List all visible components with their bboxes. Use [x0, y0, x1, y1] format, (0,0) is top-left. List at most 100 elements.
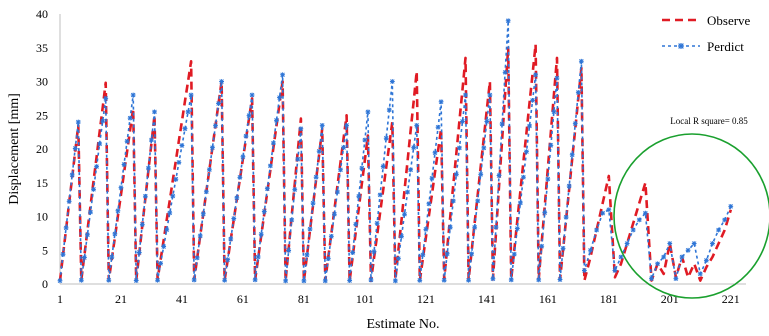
data-point	[374, 220, 380, 226]
data-point	[136, 250, 142, 255]
data-point	[618, 254, 624, 260]
data-point	[191, 277, 197, 283]
data-point	[557, 277, 563, 282]
data-point	[252, 277, 258, 283]
series-observe	[58, 43, 733, 283]
data-point	[277, 95, 282, 100]
data-point	[517, 200, 523, 206]
data-point	[304, 252, 310, 258]
x-tick-label: 81	[298, 292, 310, 306]
y-tick-label: 0	[42, 277, 48, 291]
data-point	[457, 145, 462, 151]
data-point	[722, 217, 728, 223]
data-point	[673, 276, 679, 281]
data-point	[399, 234, 404, 239]
data-point	[213, 123, 218, 128]
x-tick-label: 101	[356, 292, 374, 306]
data-point	[267, 163, 273, 169]
data-point	[600, 210, 606, 216]
data-point	[255, 254, 261, 260]
y-tick-label: 30	[36, 75, 48, 89]
data-point	[106, 277, 112, 283]
data-point	[228, 236, 234, 242]
data-point	[371, 249, 377, 254]
y-tick-label: 10	[36, 210, 48, 224]
data-point	[112, 231, 118, 237]
data-point	[100, 118, 106, 124]
data-point	[539, 243, 545, 249]
data-point	[258, 231, 264, 237]
series-line-perdict	[59, 19, 732, 282]
data-point	[642, 210, 648, 216]
x-tick-label: 181	[600, 292, 618, 306]
data-point	[81, 255, 87, 260]
legend-marker-symbol	[678, 43, 684, 49]
x-tick-label: 141	[478, 292, 496, 306]
data-point	[75, 119, 81, 125]
data-point	[210, 145, 215, 151]
data-point	[368, 277, 374, 283]
data-point	[511, 251, 517, 257]
data-point	[66, 198, 72, 204]
data-point	[353, 221, 359, 227]
data-point	[109, 254, 115, 260]
data-point	[487, 92, 493, 98]
data-point	[130, 92, 136, 98]
data-point	[200, 211, 206, 217]
y-tick-label: 25	[36, 108, 48, 122]
data-point	[319, 122, 325, 128]
data-point	[344, 122, 349, 128]
data-point	[307, 226, 313, 232]
data-point	[176, 159, 182, 165]
local-r-square-circle	[613, 133, 769, 299]
data-point	[103, 95, 109, 101]
data-point	[146, 165, 151, 171]
y-tick-label: 5	[42, 243, 48, 257]
data-point	[426, 201, 432, 207]
data-point	[414, 122, 420, 128]
data-point	[435, 124, 441, 130]
data-point	[636, 217, 642, 223]
data-point	[316, 148, 322, 154]
data-point	[332, 211, 337, 217]
series-layer	[57, 18, 734, 284]
data-point	[274, 117, 279, 123]
data-point	[313, 174, 319, 180]
data-point	[118, 185, 124, 191]
data-point	[447, 224, 453, 230]
data-point	[149, 137, 154, 143]
data-point	[158, 260, 164, 266]
data-point	[566, 183, 572, 189]
x-tick-label: 41	[176, 292, 188, 306]
data-point	[588, 247, 593, 253]
data-point	[679, 254, 685, 260]
data-point	[350, 250, 356, 255]
data-point	[219, 79, 224, 84]
data-point	[685, 247, 691, 253]
data-point	[72, 146, 78, 151]
data-point	[142, 193, 148, 199]
data-point	[347, 278, 353, 283]
data-point	[264, 186, 270, 192]
data-point	[542, 210, 548, 216]
data-point	[508, 277, 514, 283]
x-tick-label: 21	[115, 292, 127, 306]
data-point	[359, 165, 365, 171]
data-point	[423, 226, 429, 232]
data-point	[396, 256, 401, 262]
data-point	[484, 119, 490, 124]
data-point	[383, 135, 389, 141]
data-point	[341, 145, 346, 150]
data-point	[170, 193, 176, 199]
data-point	[124, 138, 130, 144]
data-point	[505, 18, 511, 24]
data-point	[624, 241, 630, 246]
data-point	[295, 156, 301, 162]
data-point	[91, 186, 96, 192]
data-point	[578, 58, 584, 64]
data-point	[716, 227, 721, 233]
data-point	[203, 189, 209, 195]
y-axis-title: Displacement [mm]	[7, 93, 22, 205]
data-point	[280, 72, 285, 78]
